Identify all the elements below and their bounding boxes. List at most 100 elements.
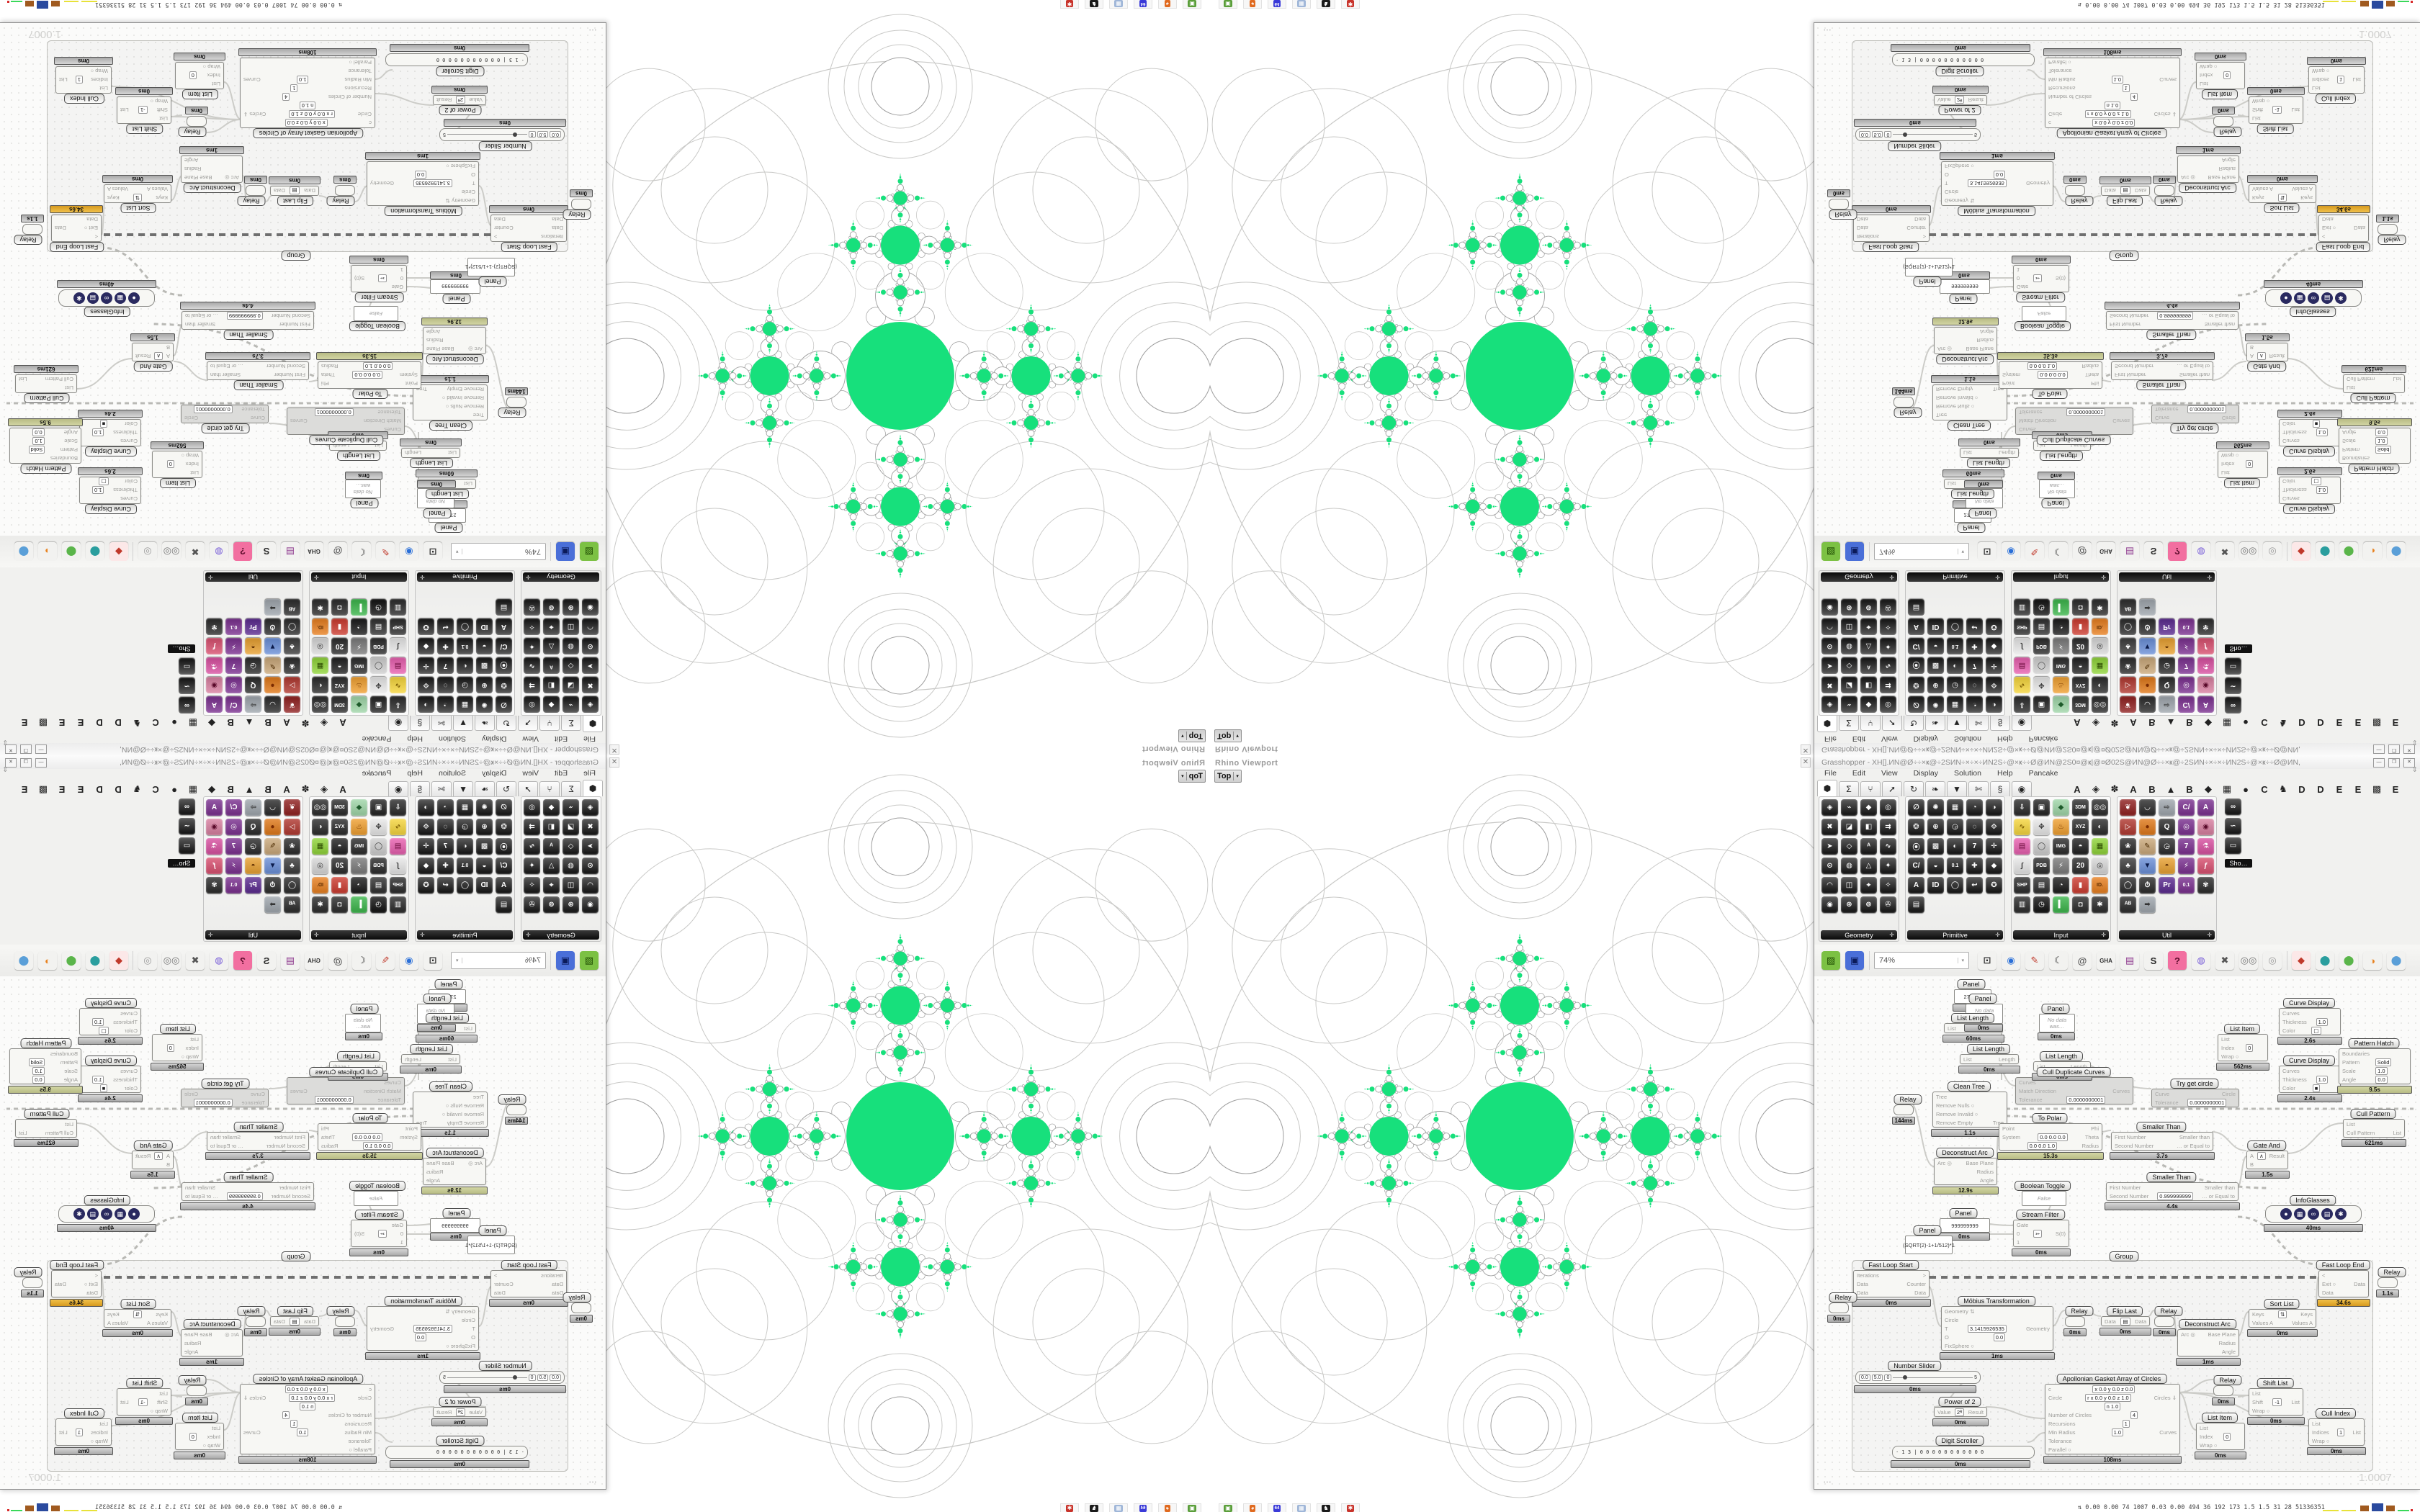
sketch-pen-icon[interactable]: ✎: [2025, 951, 2044, 970]
value-box[interactable]: ⇅: [2277, 194, 2287, 202]
menu-item-edit[interactable]: Edit: [1852, 769, 1866, 778]
ball-blue-icon[interactable]: ⬤: [14, 951, 33, 970]
component-icon[interactable]: ◶: [457, 819, 473, 835]
value-box[interactable]: 0: [166, 460, 174, 469]
node-relay-11[interactable]: [22, 1277, 42, 1288]
value-box[interactable]: 0: [166, 1043, 174, 1052]
value-box[interactable]: 0.0000000001: [193, 1098, 233, 1107]
plugin-tab-9[interactable]: ●: [2243, 717, 2249, 729]
component-icon[interactable]: ◇: [563, 657, 579, 674]
component-icon[interactable]: ◯: [284, 618, 300, 635]
plugin-tab-12[interactable]: D: [115, 783, 122, 795]
node-label-curve-display-1[interactable]: Curve Display: [2282, 998, 2336, 1008]
component-icon[interactable]: 0.1: [457, 638, 473, 654]
component-icon[interactable]: ◧: [543, 819, 560, 835]
component-icon[interactable]: ▭: [179, 837, 195, 854]
component-icon[interactable]: ❂: [1908, 677, 1924, 693]
maths-tab[interactable]: Σ: [561, 716, 581, 731]
save-file-icon[interactable]: ▣: [1845, 951, 1864, 970]
node-list-item-top[interactable]: List Index 0 Wrap ○: [152, 451, 202, 478]
node-relay-a[interactable]: [335, 1316, 355, 1327]
component-icon[interactable]: ⊕: [476, 819, 493, 835]
node-panel-nines[interactable]: 999999999: [1940, 279, 1990, 294]
node-label-to-polar[interactable]: To Polar: [2032, 389, 2068, 399]
component-icon[interactable]: ⟐: [418, 819, 434, 835]
gear-icon[interactable]: ✱: [1341, 1503, 1360, 1512]
component-icon[interactable]: ◉: [582, 896, 599, 913]
component-icon[interactable]: ◶: [245, 838, 261, 855]
node-label-panel-count[interactable]: Panel: [434, 523, 463, 533]
sets-tab[interactable]: ⑂: [1860, 716, 1881, 731]
plugin-tab-15[interactable]: E: [2354, 783, 2362, 795]
component-icon[interactable]: ✺: [1927, 696, 1944, 713]
component-icon[interactable]: ⊕: [476, 677, 493, 693]
viewport-projection-dropdown[interactable]: Top ▾: [1214, 770, 1242, 783]
surface-tab[interactable]: ❧: [475, 716, 495, 731]
component-icon[interactable]: ◯: [284, 877, 300, 894]
plugin-tab-5[interactable]: ▲: [244, 717, 254, 729]
galapagos-dna-icon[interactable]: ✖: [2215, 951, 2234, 970]
component-icon[interactable]: ◯: [457, 877, 473, 894]
component-icon[interactable]: 20: [2072, 858, 2089, 874]
value-box[interactable]: x 0.0 y 0.0 z 0.0: [284, 1385, 328, 1393]
node-canvas[interactable]: … 1.0007 GroupPanel2799320msList LengthL…: [1814, 23, 2420, 536]
value-box[interactable]: ➳: [377, 1229, 387, 1238]
component-icon[interactable]: ▣: [2033, 799, 2050, 816]
hint-bulb-icon[interactable]: ◍: [210, 542, 228, 561]
node-label-apollonian-gasket-array[interactable]: Apollonian Gasket Array of Circles: [2056, 1374, 2167, 1384]
component-icon[interactable]: ✪: [418, 618, 434, 635]
transform-tab[interactable]: §: [410, 781, 430, 796]
node-deconstruct-arc-1[interactable]: Arc ◎ Base Plane Radius Angle: [1934, 327, 1997, 354]
plugin-tab-10[interactable]: C: [2261, 783, 2268, 795]
node-list-item-2[interactable]: List Index 0 Wrap ○: [2196, 1423, 2245, 1450]
component-icon[interactable]: ➡: [2139, 599, 2156, 616]
component-icon[interactable]: ƒ: [206, 638, 223, 654]
params-tab[interactable]: ⬢: [583, 780, 603, 796]
component-icon[interactable]: ✪: [1986, 877, 2002, 894]
vector-tab[interactable]: ➚: [518, 781, 538, 796]
save-file-icon[interactable]: ▣: [1845, 542, 1864, 561]
node-label-list-length-2[interactable]: List Length: [1966, 1044, 2011, 1054]
canvas-zoom-dropdown[interactable]: 74% ▾: [451, 543, 546, 560]
component-icon[interactable]: ⚡: [351, 858, 367, 874]
donut-profiler-icon[interactable]: ◎: [138, 951, 157, 970]
component-icon[interactable]: ⌁: [1841, 696, 1857, 713]
node-label-list-length-2[interactable]: List Length: [409, 458, 454, 468]
component-icon[interactable]: IMG: [2053, 838, 2069, 855]
plugin-tab-17[interactable]: E: [21, 783, 28, 795]
component-icon[interactable]: ∅: [496, 799, 512, 816]
value-box[interactable]: 0.0: [2375, 1075, 2388, 1084]
node-label-cull-pattern[interactable]: Cull Pattern: [24, 393, 70, 403]
palette-caption-input[interactable]: Input ✛: [2013, 572, 2109, 582]
component-icon[interactable]: ◐: [312, 677, 328, 693]
component-icon[interactable]: ✛: [1986, 657, 2002, 674]
node-clean-tree[interactable]: Tree Remove Nulls ○ Remove Invalid ○ Remove…: [1932, 384, 2007, 420]
node-label-relay-11[interactable]: Relay: [14, 1267, 42, 1277]
menu-item-edit[interactable]: Edit: [1852, 734, 1866, 743]
node-power-of-2[interactable]: Value 2ᴿ Result: [1934, 1407, 1987, 1417]
component-icon[interactable]: ◈: [582, 799, 599, 816]
menu-item-help[interactable]: Help: [407, 734, 424, 743]
component-icon[interactable]: Q: [245, 677, 261, 693]
node-pattern-hatch[interactable]: Boundaries Pattern Solid Scale 1.0 Angle 0.0: [9, 1048, 81, 1084]
component-icon[interactable]: ⚡: [2053, 858, 2069, 874]
value-box[interactable]: 1: [2336, 76, 2345, 84]
node-label-list-item-2[interactable]: List Item: [182, 1413, 219, 1423]
component-icon[interactable]: ◒: [476, 638, 493, 654]
node-relay-left[interactable]: [571, 1302, 591, 1313]
component-icon[interactable]: ⊙: [582, 638, 599, 654]
node-label-panel-nodata-1[interactable]: Panel: [1968, 508, 1997, 518]
calculator-icon[interactable]: ▦: [1292, 0, 1311, 9]
value-box[interactable]: 0.0: [32, 1075, 45, 1084]
component-icon[interactable]: ♨: [2053, 677, 2069, 693]
component-icon[interactable]: ❀: [284, 657, 300, 674]
value-box[interactable]: ▤: [2120, 186, 2130, 195]
retro-console-icon[interactable]: ▣: [1183, 1503, 1201, 1512]
component-icon[interactable]: ↩: [437, 877, 454, 894]
curve-tab[interactable]: ↻: [1904, 781, 1924, 796]
component-icon[interactable]: ▤: [390, 838, 406, 855]
node-label-pattern-hatch[interactable]: Pattern Hatch: [2348, 1038, 2400, 1048]
component-icon[interactable]: ◉: [2197, 677, 2214, 693]
jelly-teal-icon[interactable]: ⬤: [2316, 951, 2334, 970]
component-icon[interactable]: ƒ: [206, 858, 223, 874]
